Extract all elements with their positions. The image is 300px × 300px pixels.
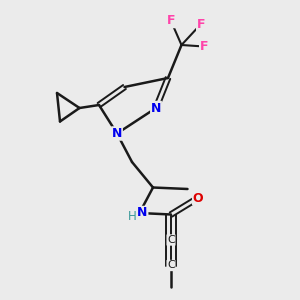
Text: O: O bbox=[193, 191, 203, 205]
Text: N: N bbox=[112, 127, 122, 140]
Text: C: C bbox=[167, 260, 175, 271]
Text: F: F bbox=[197, 17, 205, 31]
Text: F: F bbox=[167, 14, 175, 28]
Text: N: N bbox=[151, 101, 161, 115]
Text: H: H bbox=[128, 209, 136, 223]
Text: N: N bbox=[137, 206, 148, 220]
Text: F: F bbox=[200, 40, 208, 53]
Text: C: C bbox=[167, 235, 175, 245]
